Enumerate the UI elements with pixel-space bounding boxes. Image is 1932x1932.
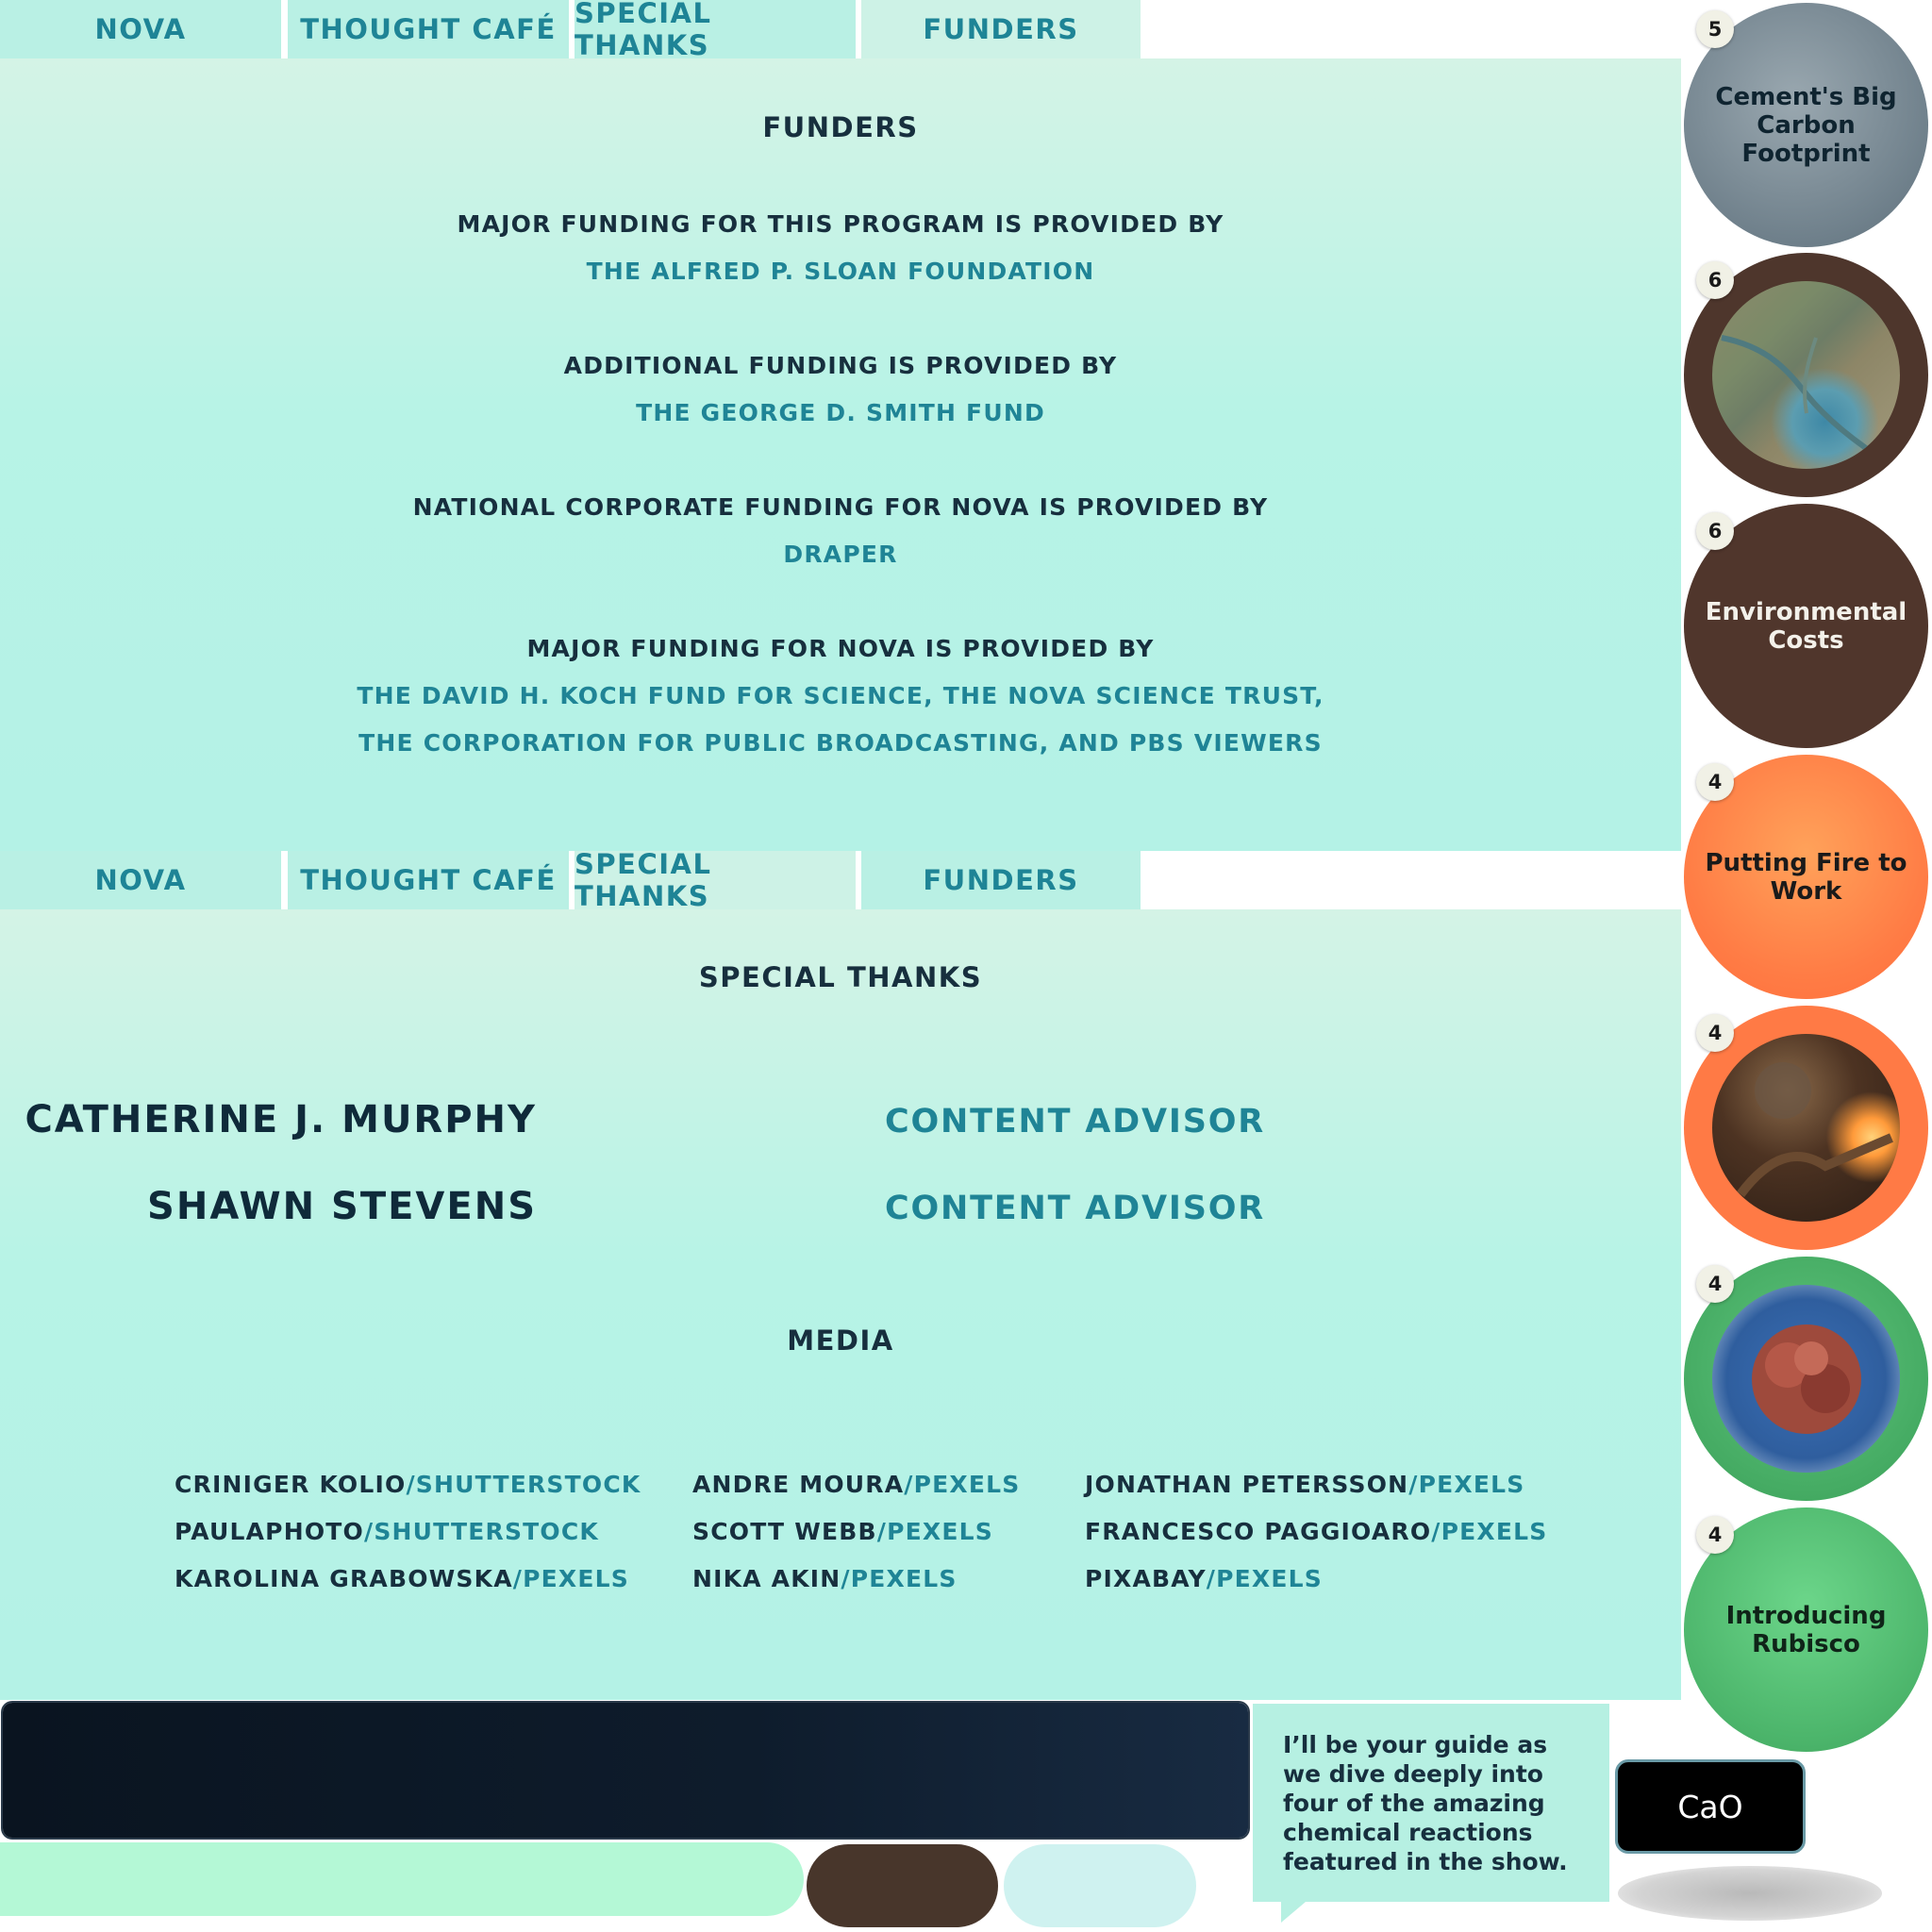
- tab-bar-top: NOVA THOUGHT CAFÉ SPECIAL THANKS FUNDERS: [0, 0, 1141, 61]
- media-title: MEDIA: [787, 1324, 894, 1357]
- chapter-title: Cement's Big Carbon Footprint: [1715, 82, 1897, 168]
- tab-thought-cafe[interactable]: THOUGHT CAFÉ: [288, 851, 569, 909]
- media-credit: PIXABAY/PEXELS: [1085, 1565, 1323, 1592]
- light-blue-pill[interactable]: [1004, 1844, 1196, 1927]
- person-name: CATHERINE J. MURPHY: [25, 1098, 537, 1141]
- earth-image: [1712, 1285, 1900, 1473]
- person-role: CONTENT ADVISOR: [885, 1103, 1266, 1141]
- mint-pill[interactable]: [0, 1842, 804, 1916]
- funders-panel: FUNDERS MAJOR FUNDING FOR THIS PROGRAM I…: [0, 58, 1681, 851]
- chapter-title: Putting Fire to Work: [1705, 848, 1907, 906]
- guide-speech-tail-icon: [1281, 1902, 1306, 1923]
- special-thanks-panel: SPECIAL THANKS CATHERINE J. MURPHY CONTE…: [0, 909, 1681, 1700]
- funder-name: THE CORPORATION FOR PUBLIC BROADCASTING,…: [358, 729, 1323, 757]
- media-credit: JONATHAN PETERSSON/PEXELS: [1085, 1471, 1525, 1498]
- formula-label: CaO: [1677, 1788, 1743, 1825]
- tab-nova[interactable]: NOVA: [0, 0, 281, 58]
- chapter-title: Introducing Rubisco: [1725, 1601, 1887, 1658]
- media-credit: NIKA AKIN/PEXELS: [692, 1565, 958, 1592]
- brown-pill[interactable]: [807, 1844, 998, 1927]
- tab-funders[interactable]: FUNDERS: [861, 0, 1141, 58]
- chapter-title: Environmental Costs: [1705, 597, 1907, 655]
- funding-heading: MAJOR FUNDING FOR NOVA IS PROVIDED BY: [526, 635, 1155, 662]
- tab-bar-bottom: NOVA THOUGHT CAFÉ SPECIAL THANKS FUNDERS: [0, 848, 1141, 912]
- chapter-badge: 4: [1696, 1014, 1734, 1052]
- chapter-badge: 4: [1696, 1516, 1734, 1554]
- river-graphic: [1721, 335, 1893, 468]
- funder-name: THE ALFRED P. SLOAN FOUNDATION: [586, 258, 1095, 285]
- funder-name: DRAPER: [783, 541, 898, 568]
- media-credit: SCOTT WEBB/PEXELS: [692, 1518, 993, 1545]
- funding-heading: NATIONAL CORPORATE FUNDING FOR NOVA IS P…: [412, 493, 1269, 521]
- video-bar[interactable]: [3, 1703, 1248, 1838]
- media-credit: ANDRE MOURA/PEXELS: [692, 1471, 1021, 1498]
- tab-special-thanks[interactable]: SPECIAL THANKS: [575, 848, 856, 912]
- guide-text: as we dive deeply into four of the amazi…: [1283, 1731, 1568, 1875]
- formula-card-shadow: [1618, 1866, 1882, 1921]
- funder-name: THE GEORGE D. SMITH FUND: [636, 399, 1045, 426]
- chapter-badge: 6: [1696, 512, 1734, 550]
- chapter-badge: 4: [1696, 763, 1734, 801]
- funding-heading: ADDITIONAL FUNDING IS PROVIDED BY: [563, 352, 1118, 379]
- funder-name: THE DAVID H. KOCH FUND FOR SCIENCE, THE …: [357, 682, 1324, 709]
- welder-image: [1712, 1034, 1900, 1222]
- chapter-badge: 6: [1696, 261, 1734, 299]
- media-credit: CRINIGER KOLIO/SHUTTERSTOCK: [175, 1471, 641, 1498]
- chapter-badge: 5: [1696, 10, 1734, 48]
- tab-nova[interactable]: NOVA: [0, 851, 281, 909]
- tab-funders[interactable]: FUNDERS: [861, 851, 1141, 909]
- media-credit: PAULAPHOTO/SHUTTERSTOCK: [175, 1518, 599, 1545]
- guide-text-bold: I’ll be your guide: [1283, 1731, 1509, 1758]
- chapter-badge: 4: [1696, 1265, 1734, 1303]
- welder-graphic: [1737, 1062, 1893, 1198]
- person-name: SHAWN STEVENS: [147, 1185, 537, 1228]
- chapter-cement-carbon[interactable]: Cement's Big Carbon Footprint: [1684, 3, 1928, 247]
- aerial-image: [1712, 281, 1900, 469]
- funding-heading: MAJOR FUNDING FOR THIS PROGRAM IS PROVID…: [457, 210, 1224, 238]
- media-credit: KAROLINA GRABOWSKA/PEXELS: [175, 1565, 629, 1592]
- tab-thought-cafe[interactable]: THOUGHT CAFÉ: [288, 0, 569, 58]
- person-role: CONTENT ADVISOR: [885, 1190, 1266, 1227]
- special-thanks-title: SPECIAL THANKS: [698, 961, 983, 993]
- formula-card[interactable]: CaO: [1615, 1759, 1806, 1854]
- funders-title: FUNDERS: [762, 111, 919, 143]
- tab-special-thanks[interactable]: SPECIAL THANKS: [575, 0, 856, 61]
- media-credit: FRANCESCO PAGGIOARO/PEXELS: [1085, 1518, 1548, 1545]
- guide-speech-bubble: I’ll be your guide as we dive deeply int…: [1253, 1704, 1609, 1902]
- rubisco-graphic: [1752, 1324, 1861, 1434]
